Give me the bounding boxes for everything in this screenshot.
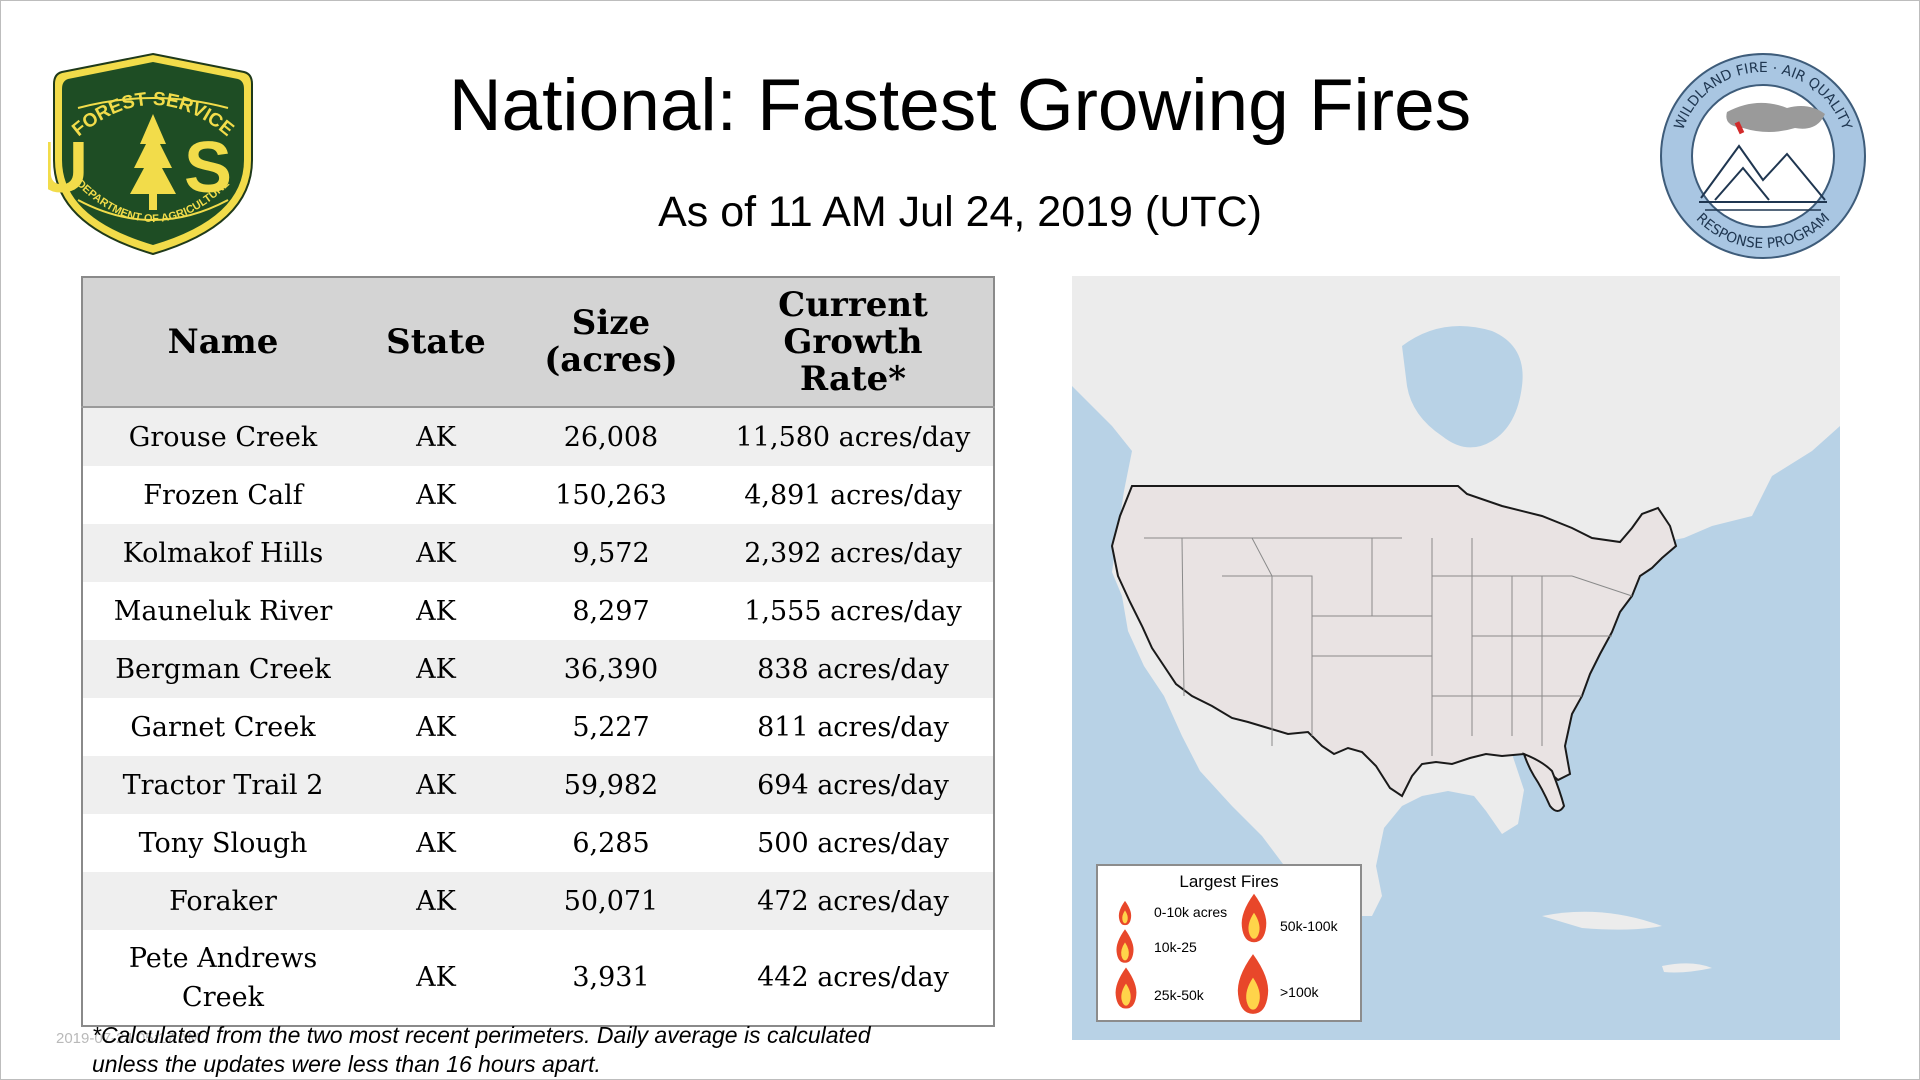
growth-rate-cell: 500 acres/day <box>713 814 994 872</box>
table-row: Kolmakof Hills AK 9,572 2,392 acres/day <box>82 524 994 582</box>
size-cell: 8,297 <box>509 582 713 640</box>
flame-icon-xxlarge <box>1237 954 1269 1014</box>
timestamp-watermark: 2019-07-24 05:17 AM <box>56 1030 201 1047</box>
map-legend: Largest Fires 0-10k acres 10k-25 25k-50k… <box>1096 864 1362 1022</box>
growth-rate-cell: 811 acres/day <box>713 698 994 756</box>
wildland-fire-air-quality-logo: WILDLAND FIRE · AIR QUALITY RESPONSE PRO… <box>1657 50 1869 262</box>
fastest-growing-fires-table: Name State Size (acres) Current Growth Rate… <box>81 276 995 1027</box>
size-cell: 150,263 <box>509 466 713 524</box>
fire-name-cell: Tractor Trail 2 <box>82 756 363 814</box>
growth-rate-cell: 442 acres/day <box>713 930 994 1026</box>
size-cell: 36,390 <box>509 640 713 698</box>
state-cell: AK <box>363 466 509 524</box>
state-cell: AK <box>363 756 509 814</box>
size-cell: 50,071 <box>509 872 713 930</box>
table-row: Mauneluk River AK 8,297 1,555 acres/day <box>82 582 994 640</box>
legend-item-10k-25: 10k-25 <box>1154 939 1197 955</box>
size-cell: 6,285 <box>509 814 713 872</box>
state-cell: AK <box>363 872 509 930</box>
growth-rate-cell: 11,580 acres/day <box>713 407 994 466</box>
flame-icon-xlarge <box>1241 893 1267 943</box>
state-cell: AK <box>363 524 509 582</box>
size-cell: 5,227 <box>509 698 713 756</box>
growth-rate-cell: 2,392 acres/day <box>713 524 994 582</box>
fire-map: Largest Fires 0-10k acres 10k-25 25k-50k… <box>1072 276 1840 1040</box>
size-cell: 9,572 <box>509 524 713 582</box>
page-subtitle: As of 11 AM Jul 24, 2019 (UTC) <box>658 188 1262 236</box>
table-row: Bergman Creek AK 36,390 838 acres/day <box>82 640 994 698</box>
state-cell: AK <box>363 582 509 640</box>
fire-name-cell: Pete Andrews Creek <box>82 930 363 1026</box>
fire-name-cell: Tony Slough <box>82 814 363 872</box>
forest-service-logo: FOREST SERVICE DEPARTMENT OF AGRICULTURE… <box>36 50 258 258</box>
column-header-name: Name <box>82 277 363 408</box>
fire-name-cell: Kolmakof Hills <box>82 524 363 582</box>
table-header-row: Name State Size (acres) Current Growth Rate… <box>82 277 994 408</box>
table-row: Garnet Creek AK 5,227 811 acres/day <box>82 698 994 756</box>
size-cell: 3,931 <box>509 930 713 1026</box>
flame-icon-medium <box>1116 929 1134 963</box>
fire-name-cell: Garnet Creek <box>82 698 363 756</box>
legend-item-50k-100k: 50k-100k <box>1280 918 1338 934</box>
growth-rate-cell: 4,891 acres/day <box>713 466 994 524</box>
page-title: National: Fastest Growing Fires <box>448 65 1472 146</box>
growth-rate-cell: 1,555 acres/day <box>713 582 994 640</box>
fire-name-cell: Mauneluk River <box>82 582 363 640</box>
size-cell: 59,982 <box>509 756 713 814</box>
state-cell: AK <box>363 407 509 466</box>
growth-rate-cell: 694 acres/day <box>713 756 994 814</box>
state-cell: AK <box>363 930 509 1026</box>
legend-item-25k-50k: 25k-50k <box>1154 987 1204 1003</box>
growth-rate-cell: 838 acres/day <box>713 640 994 698</box>
column-header-growth-rate: Current Growth Rate* <box>713 277 994 408</box>
fire-name-cell: Frozen Calf <box>82 466 363 524</box>
flame-icon-large <box>1115 967 1137 1009</box>
table-row: Pete Andrews Creek AK 3,931 442 acres/day <box>82 930 994 1026</box>
table-row: Tony Slough AK 6,285 500 acres/day <box>82 814 994 872</box>
fire-name-cell: Bergman Creek <box>82 640 363 698</box>
state-cell: AK <box>363 814 509 872</box>
table-row: Grouse Creek AK 26,008 11,580 acres/day <box>82 407 994 466</box>
size-cell: 26,008 <box>509 407 713 466</box>
column-header-size: Size (acres) <box>509 277 713 408</box>
state-cell: AK <box>363 640 509 698</box>
fire-name-cell: Foraker <box>82 872 363 930</box>
legend-title: Largest Fires <box>1179 872 1279 891</box>
state-cell: AK <box>363 698 509 756</box>
column-header-state: State <box>363 277 509 408</box>
legend-item-0-10k: 0-10k acres <box>1154 904 1228 920</box>
growth-rate-cell: 472 acres/day <box>713 872 994 930</box>
flame-icon-small <box>1118 900 1132 926</box>
fire-name-cell: Grouse Creek <box>82 407 363 466</box>
table-row: Tractor Trail 2 AK 59,982 694 acres/day <box>82 756 994 814</box>
legend-item-over-100k: >100k <box>1280 984 1319 1000</box>
footnote: *Calculated from the two most recent per… <box>92 1022 871 1077</box>
table-row: Frozen Calf AK 150,263 4,891 acres/day <box>82 466 994 524</box>
table-row: Foraker AK 50,071 472 acres/day <box>82 872 994 930</box>
